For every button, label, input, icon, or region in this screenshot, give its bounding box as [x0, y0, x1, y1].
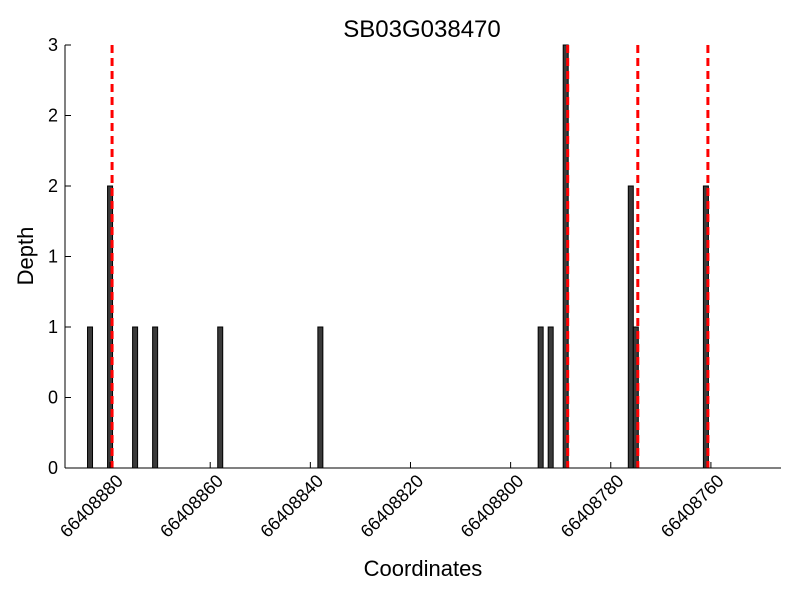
x-tick-label-5: 66408780 [557, 471, 628, 542]
axes-layer [64, 45, 781, 469]
bars-layer [87, 44, 709, 469]
y-tick-label-3: 1 [48, 247, 58, 267]
y-tick-label-4: 2 [48, 176, 58, 196]
y-tick-label-2: 1 [48, 317, 58, 337]
x-tick-label-2: 66408840 [256, 471, 327, 542]
x-tick-label-3: 66408820 [357, 471, 428, 542]
y-tick-label-6: 3 [48, 35, 58, 55]
depth-bar-6 [537, 326, 544, 469]
y-axis-label: Depth [13, 227, 38, 286]
x-tick-label-4: 66408800 [457, 471, 528, 542]
depth-bar-2 [132, 326, 139, 469]
ticks-layer: 0 0 1 1 2 2 3 66408880 66408860 66408840 66408820 6… [48, 35, 728, 541]
y-tick-label-0: 0 [48, 458, 58, 478]
depth-bar-0 [87, 326, 94, 469]
depth-bar-3 [152, 326, 159, 469]
depth-bar-7 [547, 326, 554, 469]
chart-title: SB03G038470 [343, 16, 500, 43]
y-tick-label-5: 2 [48, 106, 58, 126]
x-tick-label-1: 66408860 [156, 471, 227, 542]
depth-bar-9 [627, 185, 634, 469]
x-tick-label-6: 66408760 [657, 471, 728, 542]
depth-bar-5 [317, 326, 324, 469]
depth-bar-4 [217, 326, 224, 469]
x-tick-label-0: 66408880 [56, 471, 127, 542]
x-axis-label: Coordinates [364, 556, 483, 581]
y-tick-label-1: 0 [48, 388, 58, 408]
markers-layer [110, 45, 710, 468]
